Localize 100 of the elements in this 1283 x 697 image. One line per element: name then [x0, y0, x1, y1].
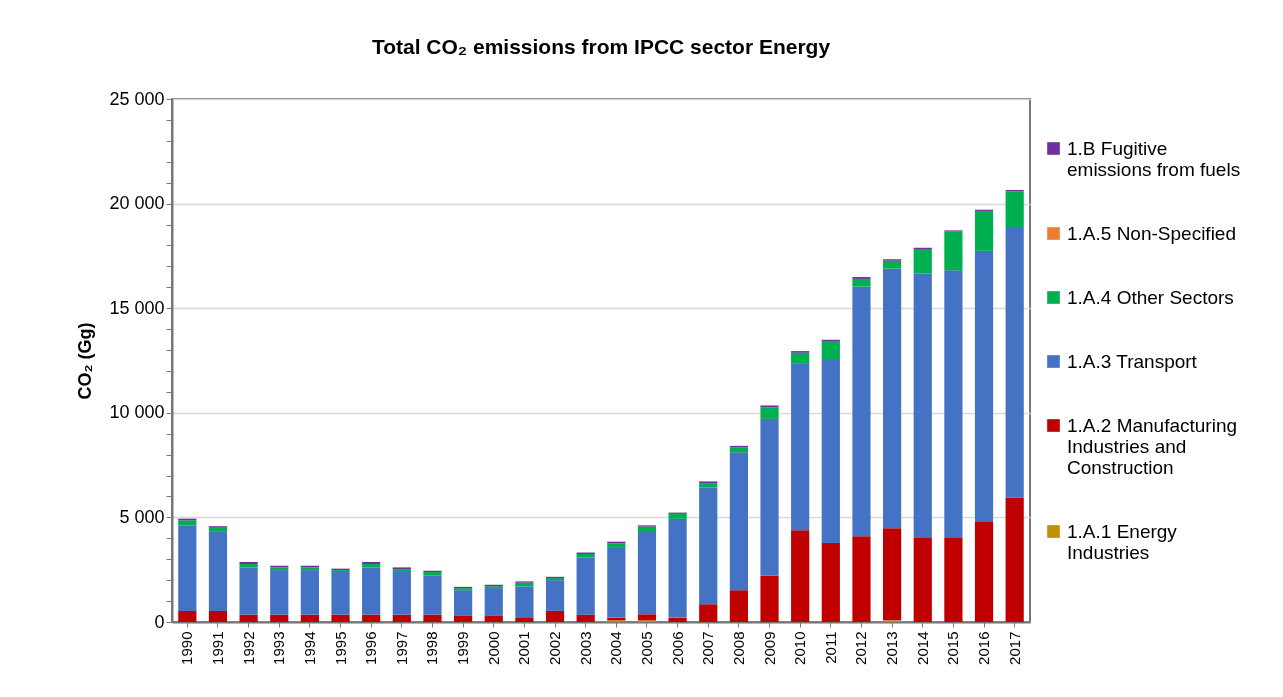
bar	[208, 610, 228, 622]
x-tick-label: 2005	[637, 631, 655, 665]
legend-label: 1.A.5 Non-Specified	[1067, 222, 1236, 244]
bar	[423, 614, 442, 622]
x-tick-label: 1990	[178, 631, 196, 665]
bar	[699, 604, 718, 622]
bar	[178, 520, 197, 526]
bar	[760, 575, 779, 622]
bar	[484, 588, 503, 616]
bar	[699, 483, 718, 488]
bar	[545, 580, 565, 611]
bar	[974, 210, 994, 251]
bar	[637, 614, 657, 621]
bar	[454, 615, 473, 622]
bar	[760, 418, 779, 576]
y-tick-label: 25 000	[109, 88, 165, 109]
bar	[637, 526, 657, 533]
bar	[944, 270, 963, 538]
x-tick-label: 2012	[852, 631, 870, 665]
x-tick-label: 2011	[821, 631, 839, 664]
bar	[1005, 227, 1024, 498]
bar	[331, 572, 350, 615]
x-tick-label: 1993	[270, 631, 288, 665]
bar	[270, 614, 289, 622]
y-axis-title: CO₂ (Gg)	[75, 322, 96, 400]
x-tick-label: 2002	[546, 631, 564, 665]
x-tick-label: 1996	[362, 631, 380, 665]
x-tick-label: 2013	[883, 631, 901, 665]
bar	[974, 250, 994, 522]
x-tick-label: 1999	[454, 631, 472, 665]
legend-label: 1.B Fugitive emissions from fuels	[1067, 137, 1241, 180]
bar	[239, 614, 258, 622]
x-tick-label: 2008	[729, 631, 747, 665]
bar	[821, 341, 840, 360]
bar	[637, 532, 657, 615]
bar	[668, 617, 687, 622]
bar	[607, 543, 626, 548]
bar	[760, 407, 779, 419]
x-tick-label: 1994	[300, 631, 318, 665]
x-tick-label: 2004	[607, 631, 625, 665]
bar	[454, 590, 473, 616]
bar	[1005, 191, 1024, 228]
bar	[270, 570, 289, 615]
bar	[791, 352, 810, 364]
bar	[1005, 497, 1024, 622]
y-tick-label: 10 000	[109, 402, 165, 423]
x-tick-label: 2000	[484, 631, 502, 665]
bar	[852, 278, 871, 287]
bar	[791, 530, 810, 622]
bar	[178, 525, 197, 611]
bar	[852, 286, 871, 537]
bar	[362, 614, 381, 622]
x-tick-label: 2007	[699, 631, 717, 665]
x-tick-label: 2006	[668, 631, 686, 665]
bar	[484, 615, 503, 622]
chart-title: Total CO₂ emissions from IPCC sector Energy	[371, 35, 831, 58]
y-tick-label: 15 000	[109, 297, 165, 318]
bar	[423, 575, 442, 615]
bar	[913, 537, 932, 622]
bar	[515, 618, 534, 622]
bar	[515, 586, 534, 619]
bar	[576, 614, 595, 622]
bar	[208, 531, 228, 611]
bar	[392, 572, 411, 615]
bar	[362, 567, 381, 615]
bar	[883, 260, 902, 269]
y-tick-label: 5 000	[119, 506, 165, 527]
bar	[913, 249, 932, 274]
bar	[300, 570, 319, 615]
x-tick-label: 2015	[944, 631, 962, 665]
y-tick-label: 20 000	[109, 193, 165, 214]
bar	[423, 572, 442, 576]
bar	[668, 518, 687, 618]
x-tick-label: 2016	[975, 631, 993, 665]
bar	[944, 231, 963, 271]
legend-label: 1.A.4 Other Sectors	[1067, 286, 1234, 308]
x-tick-label: 2010	[791, 631, 809, 665]
bar	[821, 542, 840, 622]
bar	[852, 536, 871, 622]
bar	[913, 273, 932, 538]
y-tick-label: 0	[154, 611, 165, 632]
x-tick-label: 1995	[331, 631, 349, 665]
bar	[729, 452, 748, 591]
bar	[699, 487, 718, 605]
x-tick-label: 2014	[913, 631, 931, 665]
bar	[821, 359, 840, 543]
bar	[974, 522, 994, 622]
bar	[178, 610, 197, 622]
bar	[668, 513, 687, 519]
bar	[944, 537, 963, 622]
bar	[208, 527, 228, 532]
bar	[392, 614, 411, 622]
bar	[883, 268, 902, 529]
x-tick-label: 2001	[515, 631, 533, 665]
bar	[576, 557, 595, 615]
bar	[576, 554, 595, 558]
legend-label: 1.A.1 Energy Industries	[1067, 520, 1178, 563]
bar	[300, 614, 319, 622]
x-tick-label: 2017	[1005, 631, 1023, 665]
x-tick-label: 2003	[576, 631, 594, 665]
